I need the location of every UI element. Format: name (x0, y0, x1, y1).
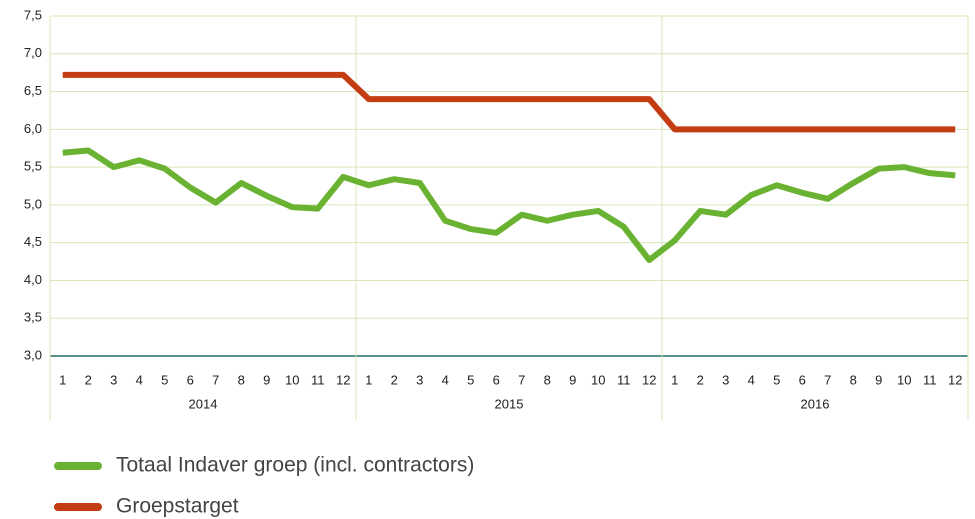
x-tick-label: 7 (824, 372, 831, 387)
x-tick-label: 8 (544, 372, 551, 387)
x-tick-label: 9 (569, 372, 576, 387)
x-tick-label: 4 (748, 372, 755, 387)
y-tick-label: 3,0 (24, 347, 42, 362)
y-tick-label: 7,0 (24, 45, 42, 60)
y-tick-label: 6,5 (24, 83, 42, 98)
x-tick-label: 11 (311, 372, 325, 387)
x-tick-label: 2 (85, 372, 92, 387)
x-tick-label: 12 (642, 372, 656, 387)
series-line (62, 71, 956, 133)
x-tick-label: 6 (493, 372, 500, 387)
y-tick-label: 4,5 (24, 234, 42, 249)
x-tick-label: 8 (850, 372, 857, 387)
group-label: 2014 (189, 396, 218, 411)
group-label: 2015 (495, 396, 524, 411)
x-tick-label: 5 (467, 372, 474, 387)
x-tick-label: 9 (875, 372, 882, 387)
series-line (62, 147, 956, 264)
x-tick-label: 5 (161, 372, 168, 387)
y-tick-label: 7,5 (24, 7, 42, 22)
x-tick-label: 8 (238, 372, 245, 387)
x-tick-label: 1 (59, 372, 66, 387)
x-tick-label: 4 (442, 372, 449, 387)
x-tick-label: 1 (365, 372, 372, 387)
x-tick-label: 5 (773, 372, 780, 387)
x-tick-label: 6 (799, 372, 806, 387)
x-tick-label: 9 (263, 372, 270, 387)
x-tick-label: 3 (416, 372, 423, 387)
x-tick-label: 10 (285, 372, 299, 387)
legend-label: Groepstarget (116, 495, 239, 518)
y-tick-label: 5,0 (24, 196, 42, 211)
x-tick-label: 2 (697, 372, 704, 387)
legend-label: Totaal Indaver groep (incl. contractors) (116, 454, 474, 477)
y-tick-label: 6,0 (24, 121, 42, 136)
x-tick-label: 3 (110, 372, 117, 387)
x-tick-label: 11 (923, 372, 937, 387)
x-tick-label: 10 (591, 372, 605, 387)
x-tick-label: 6 (187, 372, 194, 387)
x-tick-label: 1 (671, 372, 678, 387)
x-tick-label: 2 (391, 372, 398, 387)
x-tick-label: 12 (948, 372, 962, 387)
group-label: 2016 (801, 396, 830, 411)
y-tick-label: 3,5 (24, 310, 42, 325)
y-tick-label: 4,0 (24, 272, 42, 287)
x-tick-label: 7 (518, 372, 525, 387)
x-tick-label: 11 (617, 372, 631, 387)
x-tick-label: 4 (136, 372, 143, 387)
x-tick-label: 10 (897, 372, 911, 387)
y-tick-label: 5,5 (24, 159, 42, 174)
x-tick-label: 7 (212, 372, 219, 387)
x-tick-label: 12 (336, 372, 350, 387)
x-tick-label: 3 (722, 372, 729, 387)
